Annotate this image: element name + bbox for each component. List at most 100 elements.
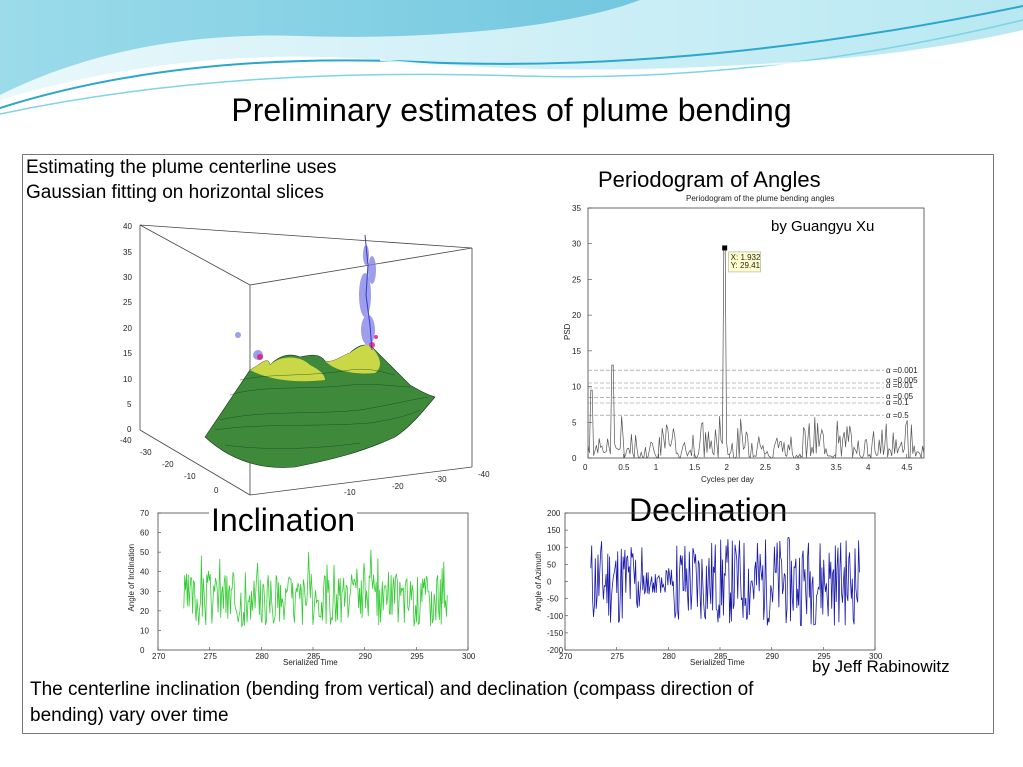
- periodogram-heading: Periodogram of Angles: [598, 167, 821, 192]
- x-axis-label: Serialized Time: [283, 658, 338, 667]
- y-tick-label: 30: [140, 587, 149, 596]
- series-line: [183, 549, 448, 628]
- x-axis-ticks: -40 -30 -20 -10 0: [120, 436, 219, 495]
- z-tick: 20: [123, 324, 132, 333]
- x-tick-label: 2: [724, 463, 729, 472]
- z-tick: 30: [123, 273, 132, 282]
- slide-title: Preliminary estimates of plume bending: [231, 92, 792, 128]
- caption-line2: bending) vary over time: [30, 705, 229, 726]
- x-axis-label: Cycles per day: [701, 475, 754, 484]
- y-tick-label: 25: [572, 275, 581, 284]
- y-tick-label: 70: [140, 509, 149, 518]
- y-axis-label: Angle of Azimuth: [534, 551, 543, 611]
- datatip-marker: [722, 245, 728, 251]
- x-tick-label: 4: [866, 463, 871, 472]
- periodogram-chart: Periodogram of the plume bending angles 3…: [563, 194, 925, 484]
- x-tick-label: 275: [611, 652, 625, 661]
- y-tick-label: 10: [140, 626, 149, 635]
- z-tick: 10: [123, 375, 132, 384]
- z-tick: 0: [127, 425, 132, 434]
- y-tick-label: 200: [547, 509, 561, 518]
- x-tick-label: 280: [662, 652, 676, 661]
- y-tick-label: 0: [140, 646, 145, 655]
- y-tick-label: 100: [547, 543, 561, 552]
- z-tick: 25: [123, 298, 132, 307]
- x-tick-label: 285: [307, 652, 321, 661]
- y-axis-label: PSD: [563, 323, 572, 340]
- x-tick: -40: [120, 436, 132, 445]
- significance-label: α =0.01: [886, 381, 914, 390]
- y-tick: -20: [392, 482, 404, 491]
- x-tick-label: 270: [559, 652, 573, 661]
- datatip-y: Y: 29.41: [731, 261, 761, 270]
- x-tick-label: 4.5: [901, 463, 913, 472]
- y-tick-label: 60: [140, 529, 149, 538]
- x-tick-label: 1: [654, 463, 659, 472]
- significance-label: α =0.001: [886, 366, 918, 375]
- x-tick: -10: [184, 472, 196, 481]
- declination-label: Declination: [629, 492, 788, 528]
- x-tick-label: 290: [766, 652, 780, 661]
- x-tick-label: 3.5: [831, 463, 843, 472]
- y-tick-label: -100: [547, 612, 564, 621]
- y-tick: -40: [478, 470, 490, 479]
- datatip-x: X: 1.932: [731, 253, 761, 262]
- x-tick-label: 300: [869, 652, 883, 661]
- y-tick-label: -200: [547, 646, 564, 655]
- content-frame: [22, 154, 994, 734]
- y-tick: -30: [435, 475, 447, 484]
- psd-series: [587, 247, 925, 459]
- significance-label: α =0.1: [886, 398, 909, 407]
- x-tick-label: 1.5: [689, 463, 701, 472]
- inclination-label: Inclination: [209, 502, 358, 539]
- x-tick-label: 285: [714, 652, 728, 661]
- x-tick-label: 0: [583, 463, 588, 472]
- x-tick-label: 295: [817, 652, 831, 661]
- terrain-highlight: [250, 345, 381, 382]
- credit-jeff-rabinowitz: by Jeff Rabinowitz: [812, 657, 950, 676]
- datatip-box: [728, 251, 761, 273]
- y-tick-label: 5: [572, 418, 577, 427]
- periodogram-inner-title: Periodogram of the plume bending angles: [686, 194, 835, 203]
- significance-label: α =0.5: [886, 411, 909, 420]
- y-tick-label: 15: [572, 347, 581, 356]
- x-tick-label: 2.5: [760, 463, 772, 472]
- plume-points: [235, 245, 376, 360]
- significance-label: α =0.005: [886, 376, 918, 385]
- y-tick-label: 0: [547, 578, 552, 587]
- x-tick-label: 280: [255, 652, 269, 661]
- y-axis-ticks: -10 -20 -30 -40: [344, 470, 490, 497]
- x-tick: 0: [214, 486, 219, 495]
- z-axis-ticks: 40 35 30 25 20 15 10 5 0: [123, 222, 132, 434]
- z-tick: 5: [127, 400, 132, 409]
- significance-label: α =0.05: [886, 392, 914, 401]
- z-tick: 35: [123, 248, 132, 257]
- terrain-surface: [204, 344, 436, 468]
- y-tick-label: 0: [572, 454, 577, 463]
- x-axis-label: Serialized Time: [690, 658, 745, 667]
- x-tick-label: 0.5: [618, 463, 630, 472]
- credit-guangyu-xu: by Guangyu Xu: [771, 218, 875, 235]
- y-tick-label: -50: [547, 595, 559, 604]
- plot-area: [587, 207, 925, 459]
- header-wave-decoration: [0, 0, 1023, 115]
- z-tick: 15: [123, 349, 132, 358]
- y-tick-label: 20: [140, 607, 149, 616]
- z-tick: 40: [123, 222, 132, 231]
- y-tick-label: -150: [547, 629, 564, 638]
- x-tick-label: 3: [795, 463, 800, 472]
- x-tick-label: 270: [152, 652, 166, 661]
- x-tick: -30: [140, 448, 152, 457]
- intro-text-line1: Estimating the plume centerline uses: [26, 157, 337, 178]
- y-tick-label: 50: [140, 548, 149, 557]
- x-tick-label: 275: [204, 652, 218, 661]
- x-tick-label: 300: [462, 652, 476, 661]
- plume-3d-surface-plot: 40 35 30 25 20 15 10 5 0 -40 -30 -20 -10…: [120, 222, 490, 497]
- y-tick: -10: [344, 488, 356, 497]
- x-tick-label: 295: [410, 652, 424, 661]
- y-tick-label: 20: [572, 311, 581, 320]
- x-tick-label: 290: [359, 652, 373, 661]
- y-tick-label: 35: [572, 204, 581, 213]
- caption-line1: The centerline inclination (bending from…: [30, 679, 754, 700]
- y-tick-label: 40: [140, 568, 149, 577]
